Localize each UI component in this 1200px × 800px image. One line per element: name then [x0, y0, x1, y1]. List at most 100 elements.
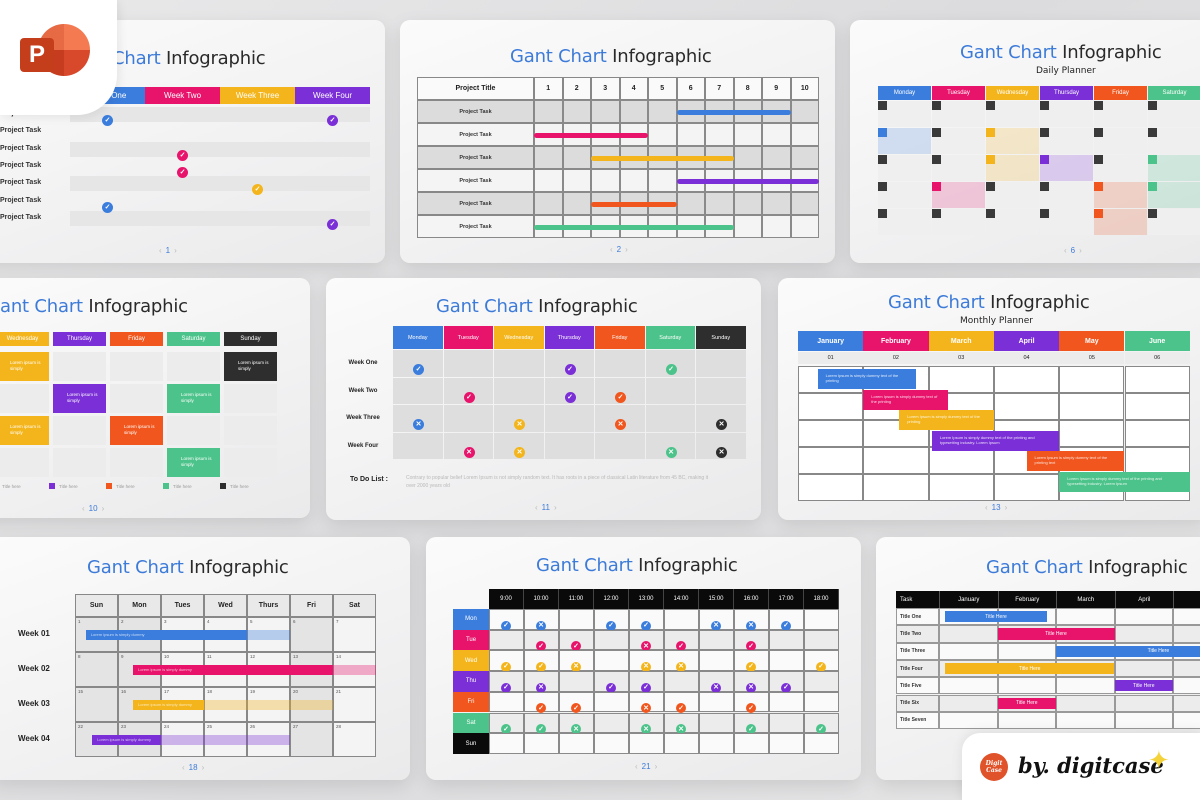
slide-11[interactable]: Gant Chart Infographic Monday Tuesday Wedn… [326, 278, 761, 520]
slide-2[interactable]: Gant Chart Infographic Project Title 1 2 3 4… [400, 20, 835, 263]
date-badge [1148, 128, 1157, 137]
slide-18[interactable]: Gant Chart Infographic Sun Mon Tues Wed Thur… [0, 537, 410, 780]
day-header: Thursday [1040, 86, 1093, 100]
grid-cell [443, 405, 493, 432]
task-bar: Title Here [1114, 680, 1173, 692]
day-header: Sat [333, 594, 376, 617]
day-cell [110, 352, 163, 381]
grid-cell [562, 100, 591, 123]
date-badge [1094, 155, 1103, 164]
grid-cell [790, 100, 819, 123]
slide-21[interactable]: Gant Chart Infographic 9:00 10:00 11:00 12:… [426, 537, 861, 780]
slide-13[interactable]: Gant Chart Infographic Monthly Planner J… [778, 278, 1200, 520]
slide-title: Gant Chart Infographic [510, 46, 712, 67]
slide-6[interactable]: Gant Chart Infographic Daily Planner Mon… [850, 20, 1200, 263]
page-number: ‹ 10 › [82, 504, 105, 513]
day-header: Thurs [247, 594, 290, 617]
status-marker: ✕ [641, 635, 651, 653]
task-label: Project Task [0, 213, 42, 221]
legend-item: Title here [220, 483, 249, 489]
slide-title: Gant Chart Infographic [536, 555, 738, 576]
status-marker: ✓ [641, 676, 651, 694]
status-marker: ✕ [676, 655, 686, 673]
date-badge [1148, 182, 1157, 191]
event-block: Lorem ipsum is simply [167, 448, 220, 477]
date-cell: 26 [247, 722, 290, 757]
grid-cell [1173, 711, 1200, 730]
task-title: Title Five [896, 677, 939, 695]
grid-cell [1114, 711, 1173, 730]
page-number: ‹ 13 › [985, 503, 1008, 512]
grid-cell [762, 192, 791, 215]
brand-badge: Digit Case by. digitcase ✦ [962, 733, 1200, 800]
day-cell [878, 101, 931, 127]
grid-cell [489, 733, 524, 754]
check-icon: ✓ [501, 724, 511, 734]
grid-cell [393, 377, 443, 404]
grid-cell [699, 691, 734, 713]
check-icon: ✓ [327, 115, 338, 126]
task-marker: ✓ [102, 196, 113, 214]
task-row [70, 141, 370, 157]
slide-10[interactable]: ant Chart Infographic Wednesday Thursday F… [0, 278, 310, 518]
grid-cell [1056, 677, 1115, 695]
check-icon: ✓ [536, 661, 546, 672]
task-row [70, 210, 370, 226]
grid-cell [798, 447, 864, 474]
task-label: Project Task [0, 196, 42, 204]
time-header: 16:00 [734, 589, 769, 609]
grid-cell [733, 192, 762, 215]
date-badge [932, 155, 941, 164]
grid-cell [699, 650, 734, 672]
grid-cell [696, 350, 746, 377]
grid-cell [790, 146, 819, 169]
status-marker: ✕ [514, 413, 525, 431]
grid-cell [1114, 694, 1173, 712]
status-marker: ✓ [571, 697, 581, 715]
date-badge [986, 182, 995, 191]
week-header-cell: Week Four [295, 87, 370, 104]
status-marker: ✓ [501, 655, 511, 673]
status-marker: ✓ [501, 718, 511, 736]
task-label: Project Task [0, 144, 42, 152]
check-icon: ✓ [781, 682, 791, 693]
grid-cell [534, 146, 563, 169]
grid-cell [559, 671, 594, 692]
status-marker: ✕ [536, 614, 546, 632]
day-header: Wed [204, 594, 247, 617]
legend-swatch [220, 483, 226, 489]
day-label: Thu [453, 671, 489, 692]
day-cell [53, 416, 106, 445]
status-marker: ✓ [606, 676, 616, 694]
date-badge [986, 101, 995, 110]
date-badge [1094, 209, 1103, 218]
grid-cell [790, 123, 819, 146]
time-header: 13:00 [629, 589, 664, 609]
task-bar: Title Here [997, 697, 1056, 709]
check-icon: ✓ [571, 641, 581, 652]
grid-cell [769, 733, 804, 754]
day-cell [986, 209, 1039, 235]
month-header: April [993, 331, 1060, 351]
date-badge [1148, 209, 1157, 218]
day-header: Fri [290, 594, 333, 617]
day-cell [224, 448, 277, 477]
time-header: 11:00 [559, 589, 594, 609]
day-cell [53, 352, 106, 381]
check-icon: ✓ [177, 149, 188, 161]
slide-monthly-tasks[interactable]: Gant Chart Infographic Task January Februa… [876, 537, 1200, 780]
brand-name: by. digitcase [1018, 753, 1164, 778]
grid-cell [939, 677, 998, 695]
status-marker: ✓ [536, 655, 546, 673]
status-marker: ✓ [676, 697, 686, 715]
day-header: Mon [118, 594, 161, 617]
day-cell [1148, 155, 1200, 181]
grid-cell [762, 146, 791, 169]
cross-icon: ✕ [641, 641, 651, 652]
day-label: Sun [453, 733, 489, 754]
time-header: 18:00 [804, 589, 839, 609]
grid-cell [804, 671, 839, 692]
day-header: Friday [110, 332, 163, 346]
date-number: 21 [336, 689, 342, 694]
